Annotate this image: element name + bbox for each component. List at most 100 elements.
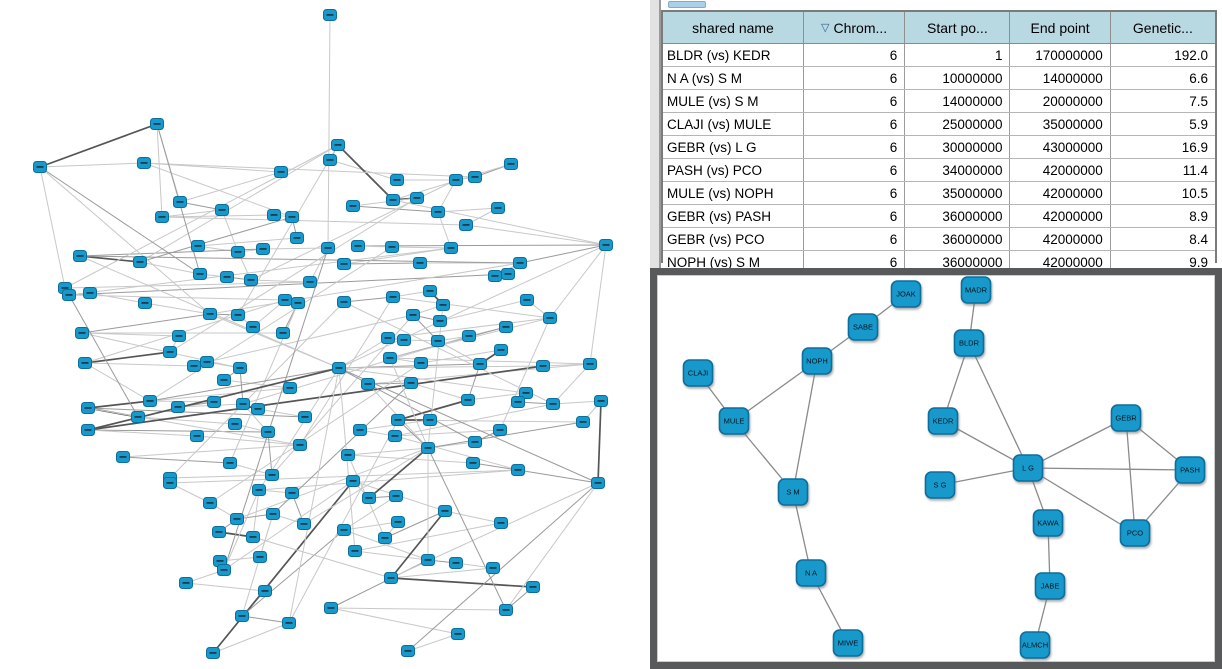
graph-node[interactable] — [499, 321, 513, 333]
graph-node[interactable] — [285, 211, 299, 223]
column-header-2[interactable]: ▽ Chrom... — [804, 12, 906, 43]
graph-node[interactable] — [389, 490, 403, 502]
graph-node[interactable] — [131, 411, 145, 423]
graph-node[interactable] — [290, 232, 304, 244]
horizontal-scrollbar-thumb[interactable] — [668, 1, 706, 8]
graph-node[interactable] — [543, 312, 557, 324]
graph-node[interactable] — [62, 289, 76, 301]
graph-node[interactable] — [449, 557, 463, 569]
graph-node[interactable] — [491, 202, 505, 214]
graph-node[interactable] — [256, 243, 270, 255]
graph-node[interactable] — [207, 396, 221, 408]
graph-node-gebr[interactable]: GEBR — [1110, 404, 1142, 432]
graph-node[interactable] — [233, 362, 247, 374]
graph-node[interactable] — [337, 524, 351, 536]
graph-node[interactable] — [381, 332, 395, 344]
graph-node[interactable] — [321, 242, 335, 254]
graph-node[interactable] — [235, 610, 249, 622]
graph-node[interactable] — [332, 362, 346, 374]
table-row[interactable]: GEBR (vs) L G 6 30000000 43000000 16.9 — [663, 136, 1215, 159]
graph-node[interactable] — [511, 396, 525, 408]
graph-node[interactable] — [303, 276, 317, 288]
graph-node[interactable] — [385, 241, 399, 253]
graph-node[interactable] — [413, 257, 427, 269]
graph-node[interactable] — [246, 321, 260, 333]
graph-node[interactable] — [172, 330, 186, 342]
graph-node-kawa[interactable]: KAWA — [1032, 509, 1064, 537]
table-row[interactable]: PASH (vs) PCO 6 34000000 42000000 11.4 — [663, 159, 1215, 182]
graph-node[interactable] — [191, 240, 205, 252]
graph-node[interactable] — [546, 398, 560, 410]
table-row[interactable]: MULE (vs) S M 6 14000000 20000000 7.5 — [663, 90, 1215, 113]
graph-node[interactable] — [438, 505, 452, 517]
graph-node[interactable] — [261, 426, 275, 438]
graph-node[interactable] — [171, 401, 185, 413]
graph-node[interactable] — [274, 166, 288, 178]
graph-node[interactable] — [337, 258, 351, 270]
graph-node[interactable] — [499, 604, 513, 616]
graph-node[interactable] — [520, 294, 534, 306]
graph-node[interactable] — [462, 330, 476, 342]
graph-node[interactable] — [215, 204, 229, 216]
graph-node[interactable] — [388, 430, 402, 442]
graph-node[interactable] — [384, 572, 398, 584]
table-row[interactable]: BLDR (vs) KEDR 6 1 170000000 192.0 — [663, 44, 1215, 67]
filtered-network-view[interactable]: MADR JOAK SABE BLDR NOPH CLAJI MULE KEDR GEBR L G… — [650, 268, 1222, 669]
graph-node[interactable] — [217, 564, 231, 576]
graph-node[interactable] — [526, 581, 540, 593]
graph-node[interactable] — [351, 240, 365, 252]
graph-node[interactable] — [236, 398, 250, 410]
graph-node[interactable] — [494, 344, 508, 356]
graph-node[interactable] — [246, 531, 260, 543]
graph-node[interactable] — [179, 577, 193, 589]
graph-node[interactable] — [488, 270, 502, 282]
graph-node[interactable] — [468, 171, 482, 183]
graph-node[interactable] — [231, 246, 245, 258]
graph-node[interactable] — [414, 357, 428, 369]
graph-node[interactable] — [293, 439, 307, 451]
graph-node[interactable] — [244, 274, 258, 286]
table-row[interactable]: N A (vs) S M 6 10000000 14000000 6.6 — [663, 67, 1215, 90]
graph-node[interactable] — [536, 360, 550, 372]
graph-node[interactable] — [504, 158, 518, 170]
graph-node[interactable] — [378, 532, 392, 544]
graph-node-s-m[interactable]: S M — [777, 478, 809, 506]
graph-node[interactable] — [361, 378, 375, 390]
graph-node[interactable] — [390, 174, 404, 186]
graph-node[interactable] — [282, 617, 296, 629]
graph-node[interactable] — [190, 430, 204, 442]
column-header-3[interactable]: Start po... — [905, 12, 1011, 43]
graph-node[interactable] — [341, 449, 355, 461]
graph-node[interactable] — [513, 257, 527, 269]
graph-node[interactable] — [163, 477, 177, 489]
graph-node[interactable] — [203, 308, 217, 320]
graph-node[interactable] — [75, 327, 89, 339]
graph-node-n-a[interactable]: N A — [795, 559, 827, 587]
graph-node[interactable] — [223, 457, 237, 469]
graph-node[interactable] — [163, 346, 177, 358]
graph-node[interactable] — [203, 497, 217, 509]
graph-node[interactable] — [297, 518, 311, 530]
graph-node[interactable] — [386, 291, 400, 303]
graph-node-noph[interactable]: NOPH — [801, 347, 833, 375]
graph-node[interactable] — [362, 492, 376, 504]
graph-node[interactable] — [267, 209, 281, 221]
graph-node-l-g[interactable]: L G — [1012, 454, 1044, 482]
graph-node[interactable] — [285, 487, 299, 499]
graph-node[interactable] — [591, 477, 605, 489]
graph-node-miwe[interactable]: MIWE — [832, 629, 864, 657]
graph-node[interactable] — [150, 118, 164, 130]
graph-node[interactable] — [451, 628, 465, 640]
graph-node[interactable] — [346, 475, 360, 487]
graph-node[interactable] — [444, 242, 458, 254]
graph-node[interactable] — [406, 309, 420, 321]
graph-node[interactable] — [583, 358, 597, 370]
graph-node[interactable] — [298, 411, 312, 423]
table-row[interactable]: MULE (vs) NOPH 6 35000000 42000000 10.5 — [663, 182, 1215, 205]
graph-node-jabe[interactable]: JABE — [1034, 572, 1066, 600]
graph-node[interactable] — [346, 200, 360, 212]
filter-icon[interactable]: ▽ — [821, 22, 830, 34]
graph-node[interactable] — [410, 192, 424, 204]
graph-node[interactable] — [143, 395, 157, 407]
main-network-view[interactable] — [0, 0, 650, 669]
